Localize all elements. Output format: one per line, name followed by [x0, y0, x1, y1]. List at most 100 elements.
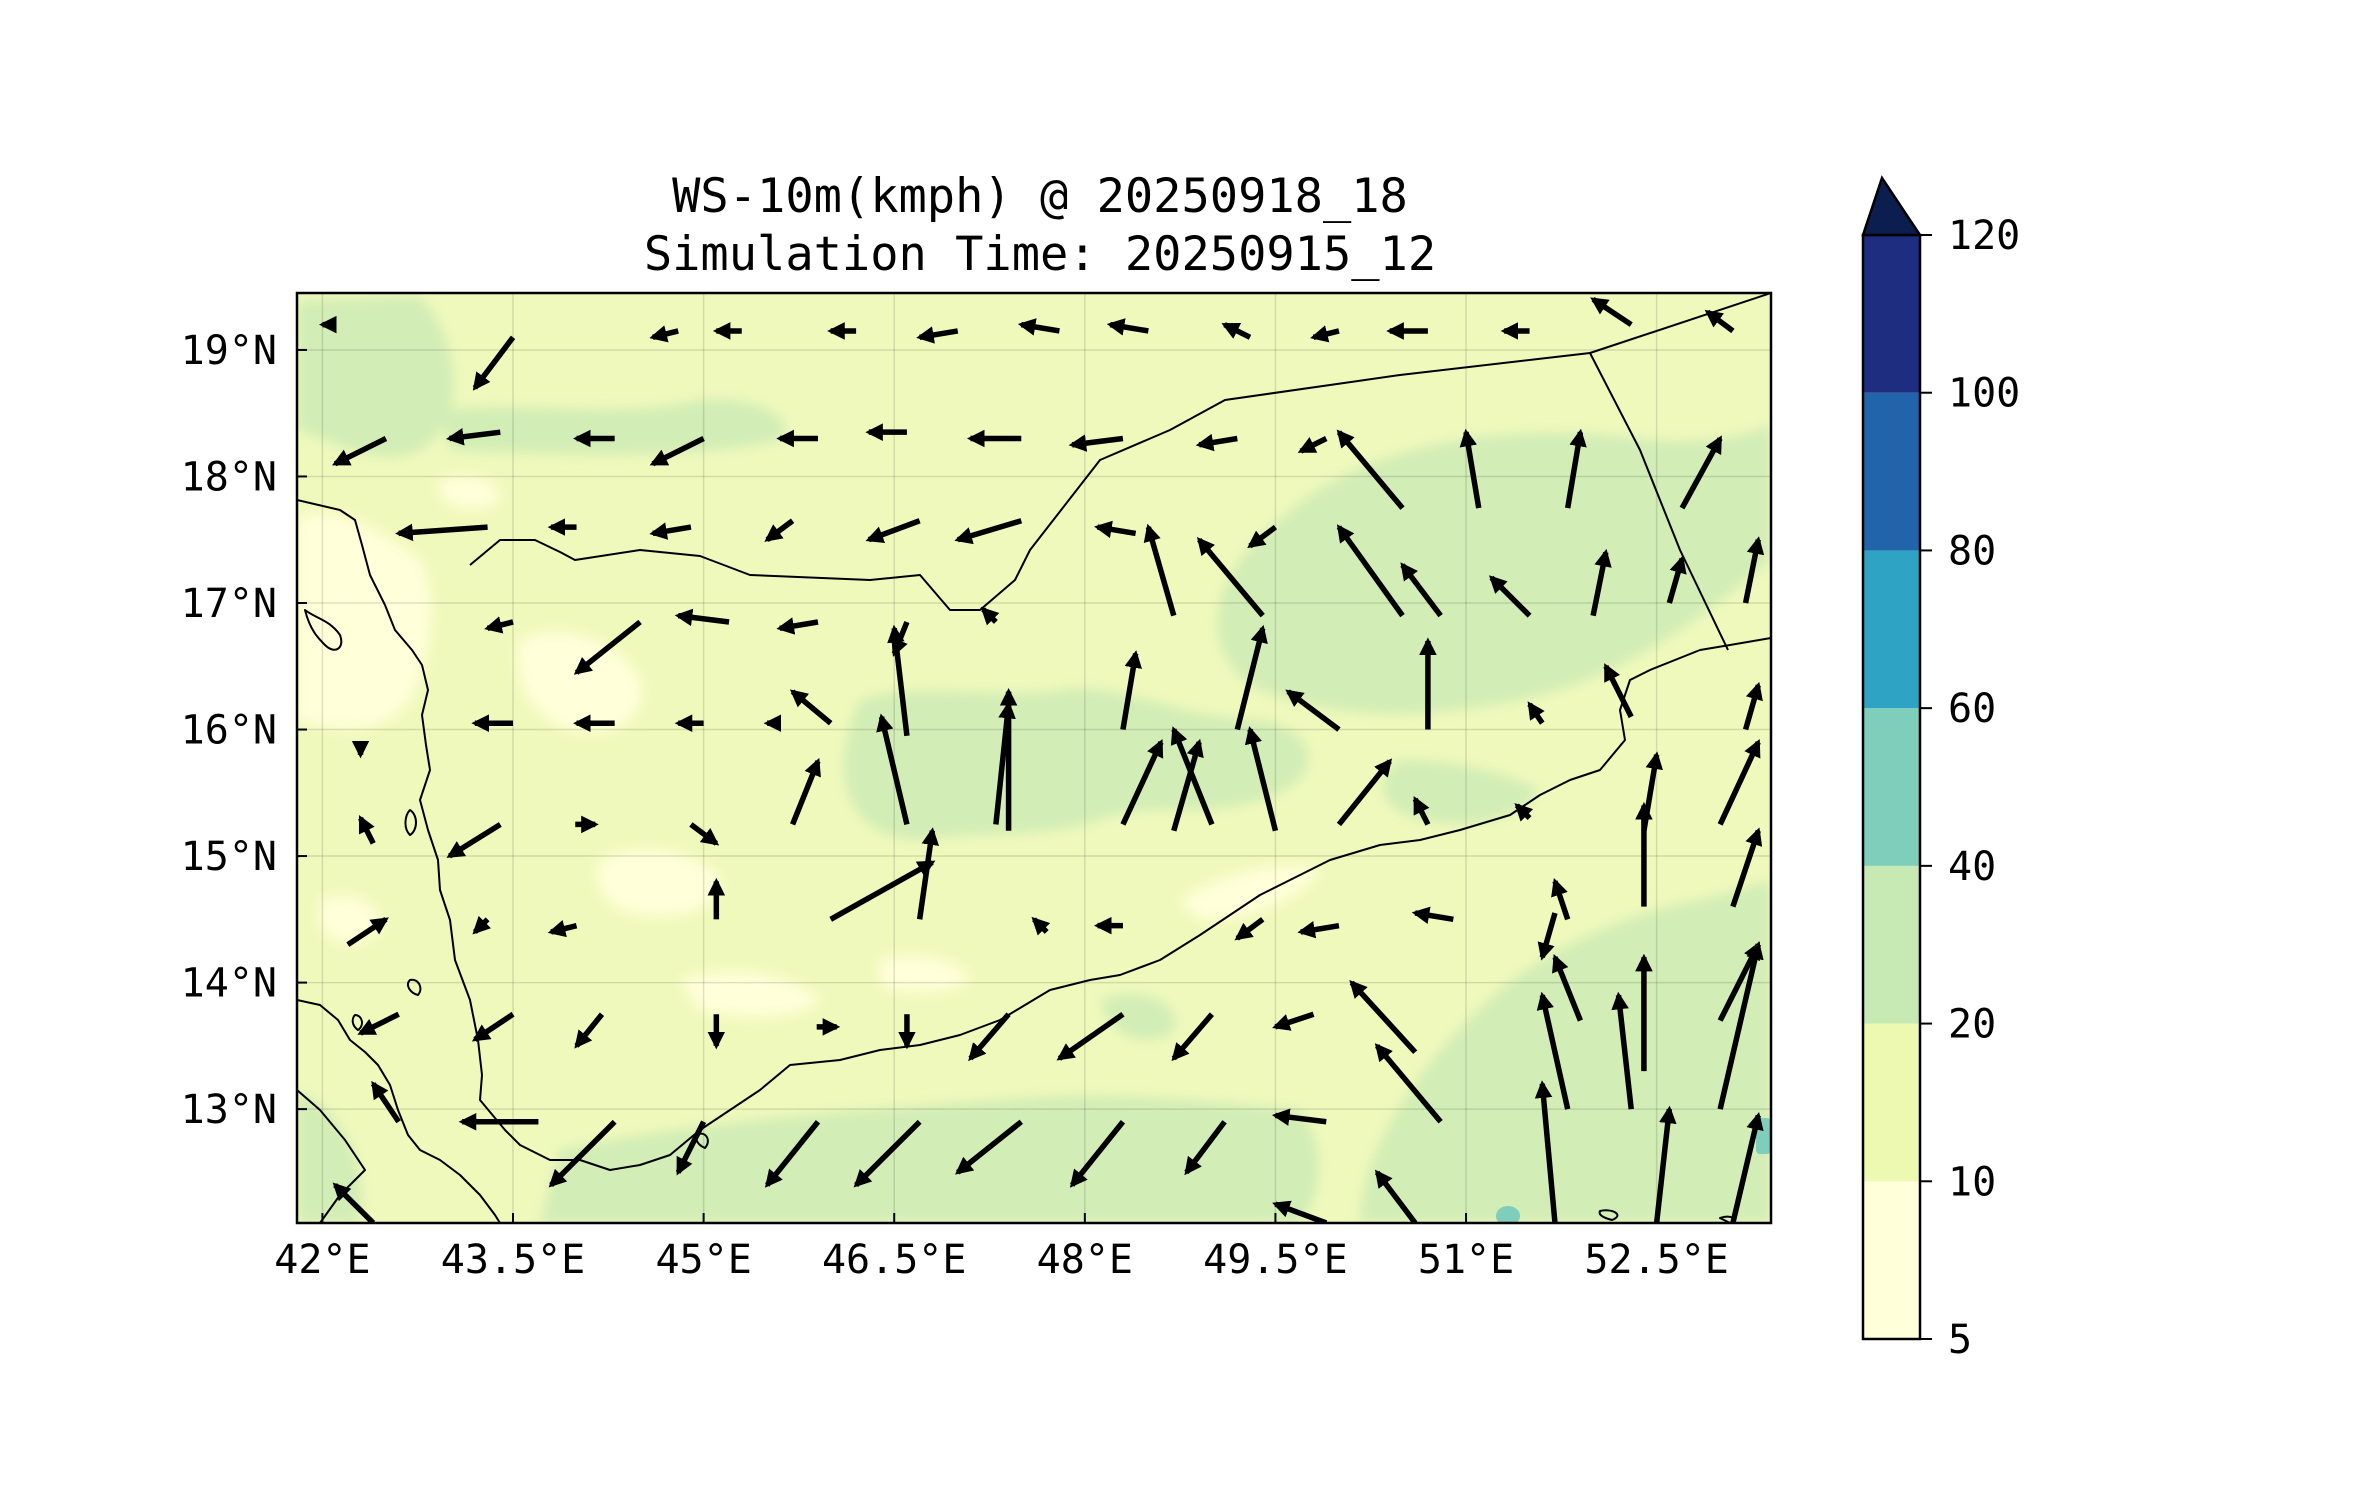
- wind-arrow: [1336, 758, 1392, 827]
- wind-arrow: [1297, 920, 1340, 939]
- wind-arrow: [446, 822, 502, 859]
- x-tick-label: 46.5°E: [822, 1237, 967, 1283]
- wind-arrow: [1374, 1043, 1443, 1124]
- wind-arrow: [1196, 537, 1265, 618]
- colorbar-band: [1863, 708, 1920, 866]
- colorbar-tick-label: 60: [1948, 686, 1996, 732]
- wind-arrow: [1488, 575, 1532, 618]
- wind-arrow: [829, 859, 936, 922]
- x-tick-label: 45°E: [655, 1237, 751, 1283]
- fill-band-5-10: [297, 476, 1320, 1017]
- wind-arrow: [776, 617, 819, 635]
- colorbar-band: [1863, 1181, 1920, 1339]
- map-axis-ticks: 42°E 43.5°E 45°E 46.5°E 48°E 49.5°E 51°E 52.5°E…: [181, 328, 1729, 1283]
- wind-arrow: [649, 522, 692, 540]
- colorbar-band: [1863, 550, 1920, 709]
- wind-arrow: [484, 616, 514, 634]
- wind-arrow: [1742, 681, 1763, 731]
- wind-arrow: [1730, 827, 1763, 908]
- wind-arrow: [1120, 650, 1143, 730]
- x-tick-label: 52.5°E: [1584, 1237, 1729, 1283]
- colorbar-band: [1863, 1023, 1920, 1182]
- wind-arrow: [649, 436, 705, 467]
- wind-arrow: [993, 700, 1016, 825]
- wind-arrow: [1527, 701, 1545, 725]
- wind-arrow: [548, 1119, 617, 1188]
- arabian-coastline: [297, 499, 1771, 1171]
- wind-arrow: [1285, 689, 1341, 732]
- wind-arrow: [1094, 520, 1137, 539]
- wind-arrow: [1653, 1105, 1677, 1223]
- map-panel: 42°E 43.5°E 45°E 46.5°E 48°E 49.5°E 51°E 52.5°E…: [181, 291, 1773, 1283]
- colorbar-band: [1863, 865, 1920, 1024]
- wind-arrow: [689, 822, 720, 846]
- x-tick-label: 49.5°E: [1203, 1237, 1348, 1283]
- wind-arrow: [472, 915, 492, 935]
- wind-speed-fill: [297, 293, 1771, 1223]
- wind-arrow: [853, 1119, 922, 1188]
- wind-arrow: [1742, 536, 1765, 604]
- wind-arrow: [675, 1120, 707, 1176]
- wind-arrow: [1069, 1120, 1126, 1188]
- colorbar-frame: [1861, 233, 1922, 1341]
- wind-arrow: [764, 1120, 821, 1188]
- wind-arrow: [1120, 738, 1164, 826]
- x-tick-label: 51°E: [1418, 1237, 1514, 1283]
- wind-arrow: [1564, 428, 1587, 509]
- colorbar-tick-label: 20: [1948, 1002, 1996, 1048]
- wind-arrow: [764, 518, 795, 542]
- african-coastline: [297, 999, 501, 1223]
- wind-arrow: [573, 619, 642, 675]
- wind-arrow: [1730, 1112, 1764, 1223]
- wind-arrow: [1068, 434, 1124, 452]
- wind-arrow: [370, 1080, 401, 1124]
- map-title-line-1: WS-10m(kmph) @ 20250918_18: [672, 169, 1408, 224]
- wind-arrow: [1170, 726, 1215, 826]
- wind-arrow: [1143, 523, 1177, 617]
- wind-arrow: [358, 814, 376, 845]
- wind-arrow: [1297, 436, 1328, 454]
- colorbar-tick-label: 10: [1948, 1159, 1996, 1205]
- wind-arrow: [1184, 1120, 1227, 1176]
- wind-arrow: [1336, 524, 1405, 618]
- wind-arrow: [445, 428, 501, 446]
- wind-arrow: [1537, 912, 1558, 961]
- wind-arrow: [954, 518, 1023, 545]
- colorbar-tick-label: 80: [1948, 528, 1996, 574]
- wind-arrow: [789, 689, 833, 726]
- colorbar-extend-max-triangle: [1861, 175, 1923, 237]
- y-tick-label: 14°N: [181, 961, 277, 1007]
- wind-arrow: [916, 326, 959, 344]
- wind-arrow: [357, 1011, 400, 1036]
- x-tick-label: 42°E: [274, 1237, 370, 1283]
- map-title-line-2: Simulation Time: 20250915_12: [643, 227, 1437, 282]
- wind-arrow: [547, 920, 578, 938]
- wind-arrow: [574, 1012, 605, 1049]
- colorbar-band: [1863, 392, 1920, 551]
- y-tick-label: 19°N: [181, 328, 277, 374]
- wind-arrow: [1349, 979, 1418, 1055]
- wind-arrow: [865, 518, 921, 544]
- wind-arrow: [1244, 726, 1279, 832]
- wind-arrow: [1272, 1200, 1328, 1223]
- y-tick-label: 17°N: [181, 581, 277, 627]
- wind-arrow: [1195, 433, 1238, 452]
- y-tick-label: 16°N: [181, 708, 277, 754]
- wind-arrow: [1551, 878, 1571, 921]
- wind-arrow: [1106, 318, 1149, 336]
- wind-arrow: [674, 608, 730, 627]
- wind-arrow: [1534, 1080, 1558, 1223]
- wind-arrow: [1247, 524, 1278, 549]
- colorbar-band: [1863, 235, 1920, 393]
- colorbar-tick-label: 100: [1948, 371, 2020, 417]
- wind-arrow: [1679, 435, 1723, 510]
- y-tick-label: 15°N: [181, 834, 277, 880]
- wind-arrow: [331, 436, 388, 467]
- colorbar-tick-label: 40: [1948, 844, 1996, 890]
- wind-arrow: [1374, 1169, 1418, 1223]
- wind-arrow: [472, 335, 516, 391]
- wind-arrow: [1412, 795, 1431, 826]
- wind-arrow: [1171, 1012, 1214, 1062]
- wind-arrow: [332, 1182, 376, 1223]
